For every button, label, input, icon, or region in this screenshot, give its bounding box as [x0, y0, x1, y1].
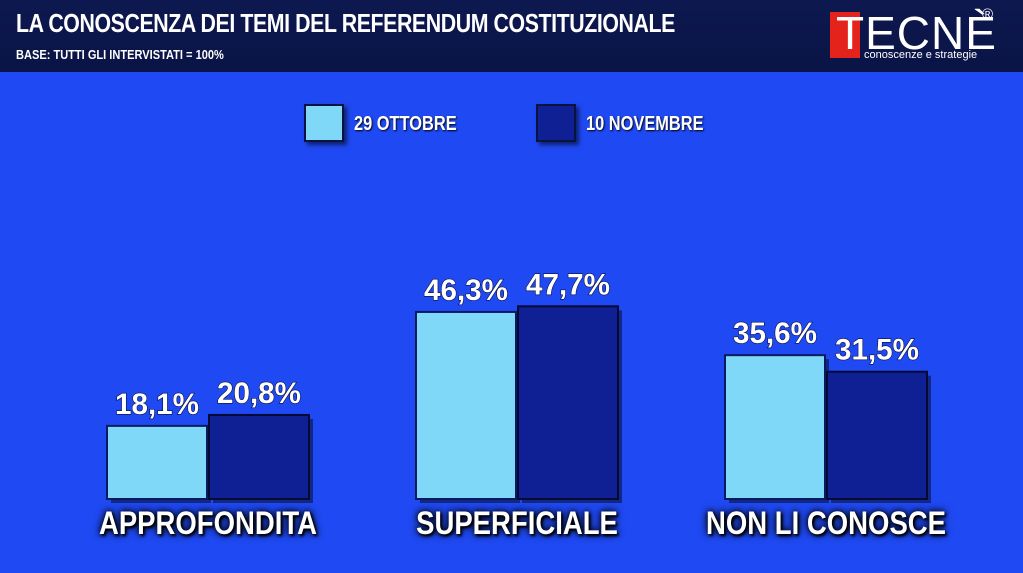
- logo-wordmark: TECNÈ: [836, 7, 997, 59]
- bar-approfondita-series-2: [208, 413, 310, 500]
- category-label-non-li-conosce: NON LI CONOSCE: [705, 505, 947, 541]
- bar-non-li-conosce-series-1: [724, 354, 826, 500]
- category-label-superficiale: SUPERFICIALE: [416, 505, 618, 541]
- bar-superficiale-series-1: [415, 310, 517, 500]
- data-label-superficiale-series-1: 46,3%: [424, 274, 508, 307]
- bar-approfondita-series-1: [106, 424, 208, 501]
- category-label-approfondita: APPROFONDITA: [98, 505, 318, 541]
- legend-swatch-series-2: [536, 104, 576, 142]
- tecne-logo: TECNÈ ® conoscenze e strategie: [830, 6, 1000, 62]
- data-label-approfondita-series-1: 18,1%: [115, 388, 199, 421]
- data-label-non-li-conosce-series-2: 31,5%: [835, 334, 919, 367]
- data-label-approfondita-series-2: 20,8%: [217, 377, 301, 410]
- legend-swatch-series-1: [304, 104, 344, 142]
- logo-red-block: [830, 12, 860, 58]
- page-title: LA CONOSCENZA DEI TEMI DEL REFERENDUM CO…: [16, 8, 675, 38]
- data-label-non-li-conosce-series-1: 35,6%: [733, 317, 817, 350]
- legend-label-series-1: 29 OTTOBRE: [354, 113, 457, 135]
- page-subtitle: BASE: TUTTI GLI INTERVISTATI = 100%: [16, 47, 224, 62]
- legend-label-series-2: 10 NOVEMBRE: [586, 113, 704, 135]
- logo-registered-mark: ®: [982, 6, 994, 23]
- bar-non-li-conosce-series-2: [826, 370, 928, 500]
- bar-superficiale-series-2: [517, 305, 619, 500]
- data-label-superficiale-series-2: 47,7%: [526, 268, 610, 301]
- logo-tagline: conoscenze e strategie: [864, 49, 978, 61]
- header-bar: LA CONOSCENZA DEI TEMI DEL REFERENDUM CO…: [0, 0, 1023, 72]
